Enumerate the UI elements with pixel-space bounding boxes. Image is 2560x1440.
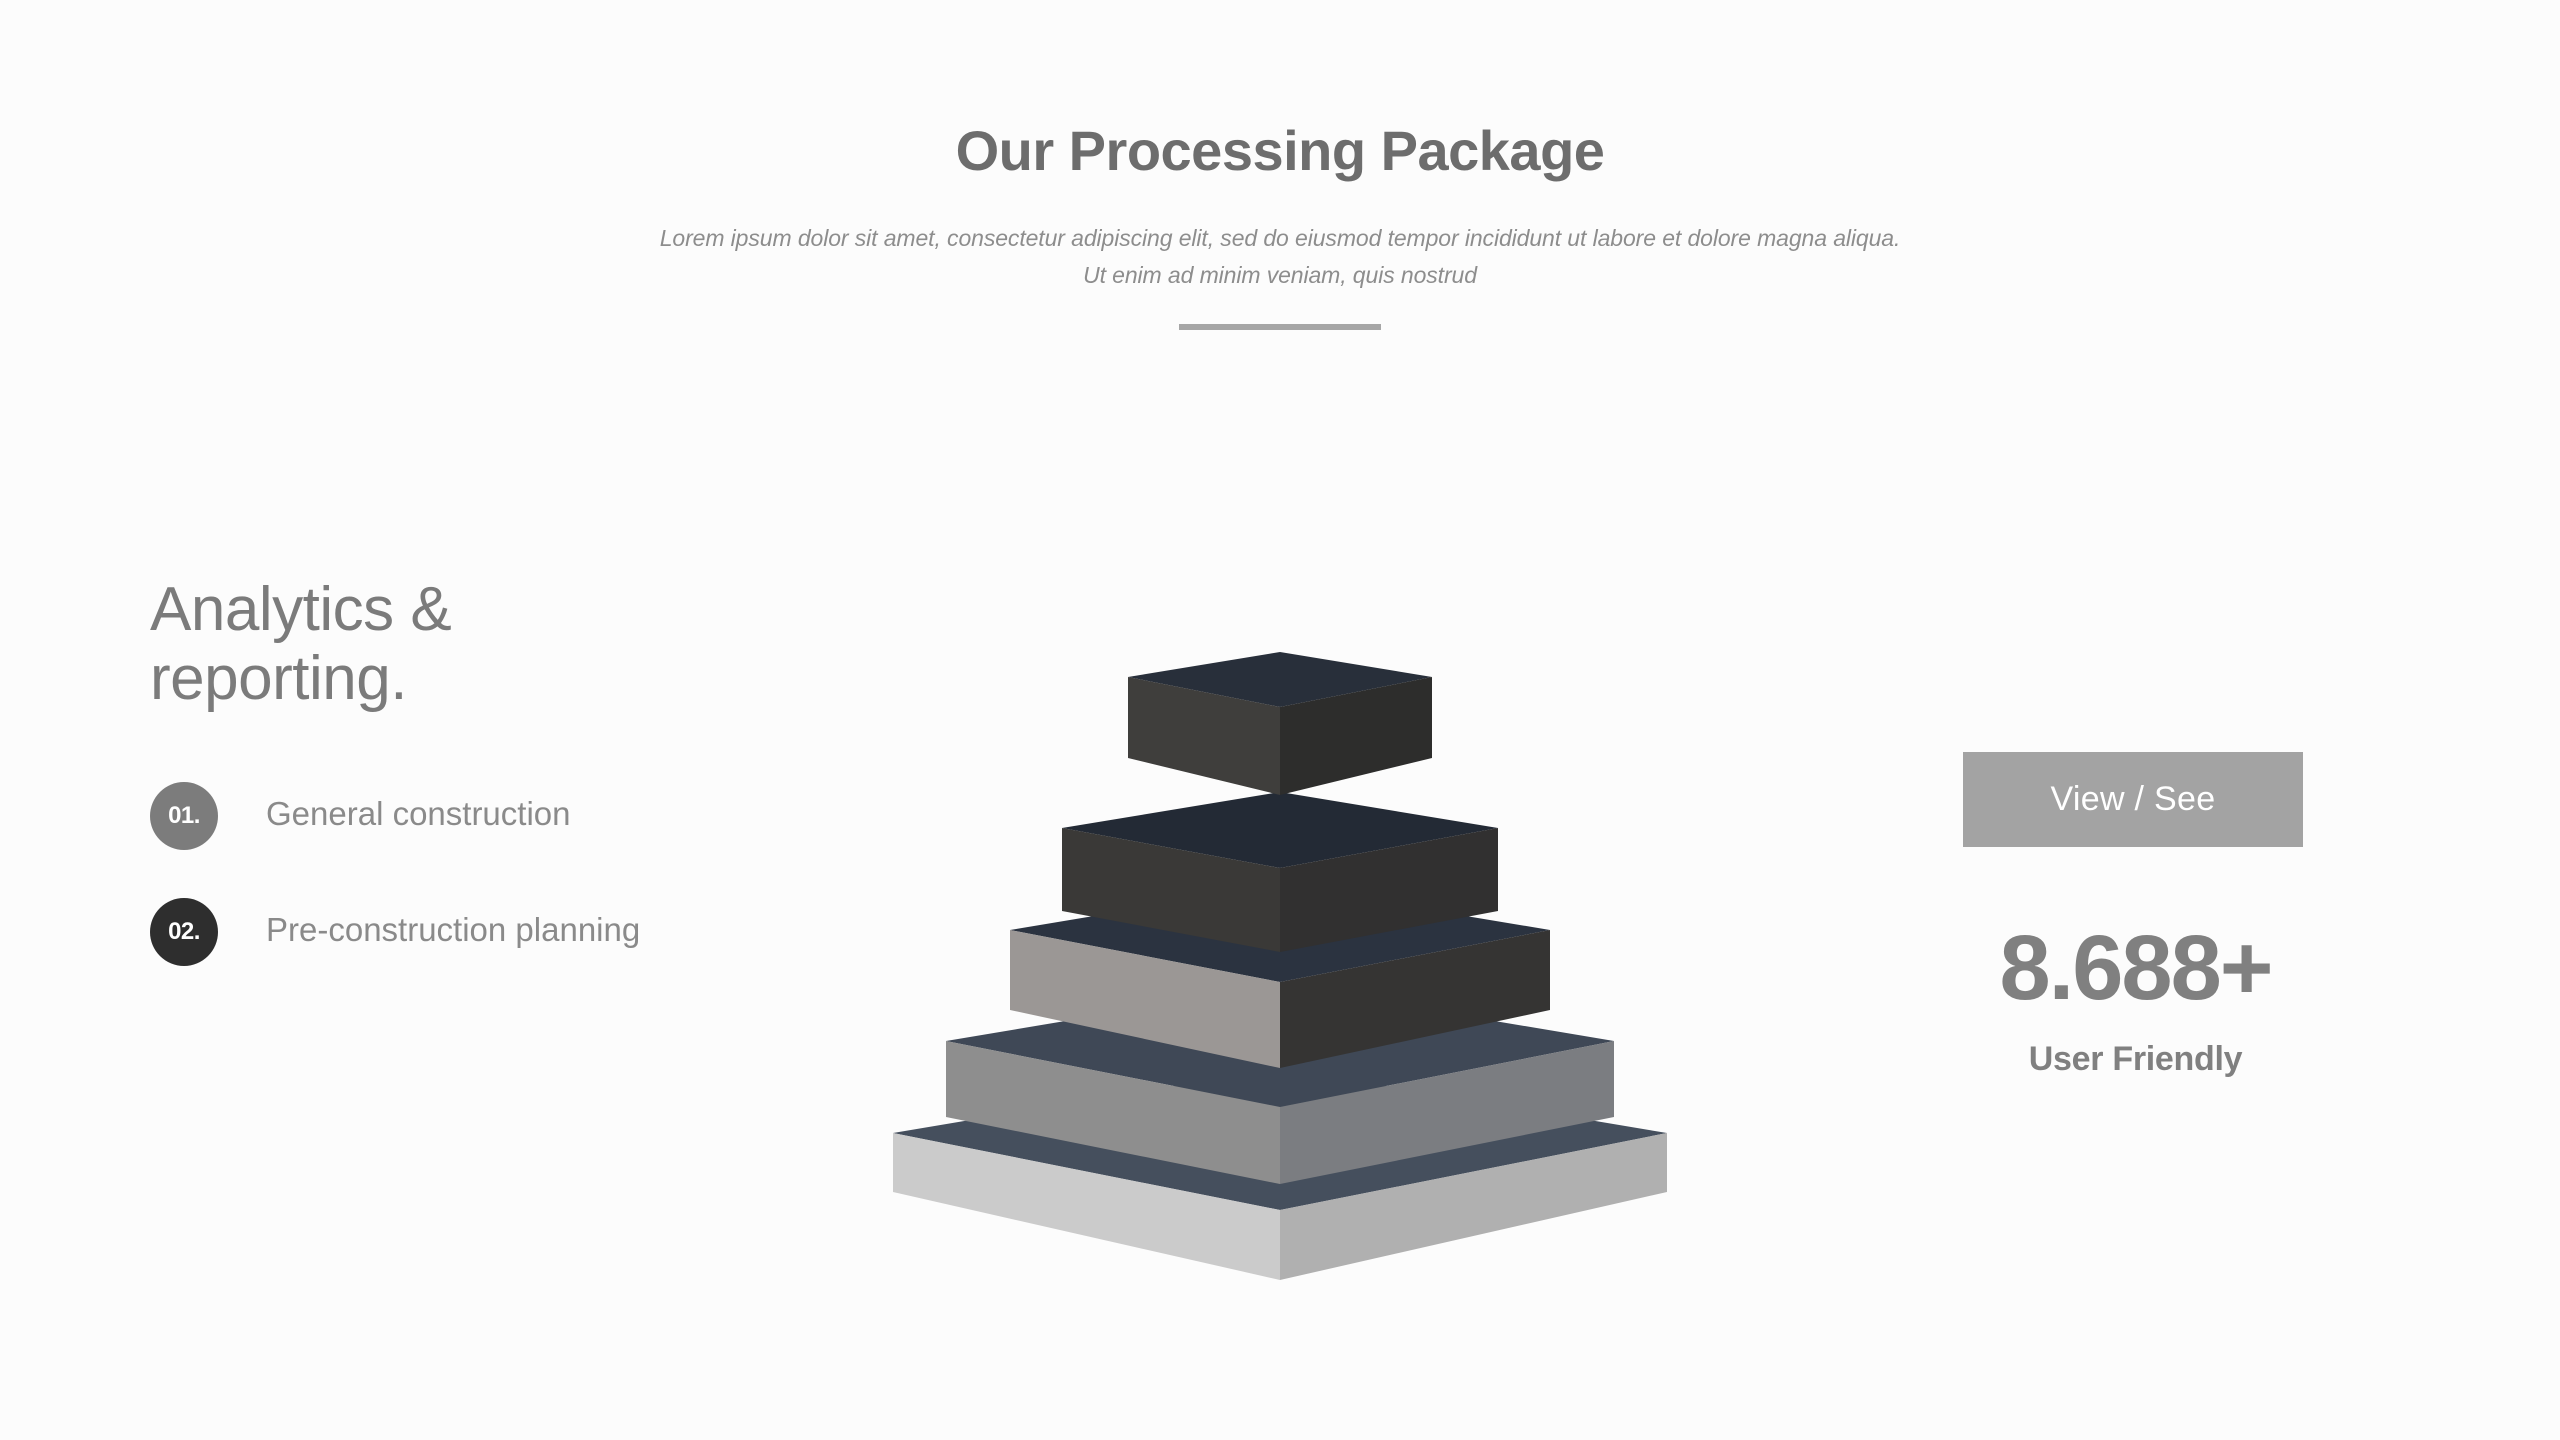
tier-base-right-face <box>1280 1133 1667 1280</box>
pyramid-tier-2 <box>1062 792 1498 952</box>
tier-4-right-face <box>1280 1041 1614 1184</box>
stat-label: User Friendly <box>2028 1040 2243 1078</box>
page-title: Our Processing Package <box>955 119 1605 182</box>
feature-number-badge: 02. <box>150 897 218 966</box>
tier-3-left-face <box>1010 930 1280 1068</box>
tier-base-left-face <box>893 1133 1280 1280</box>
feature-label: Pre-construction planning <box>266 910 641 948</box>
view-see-button[interactable]: View / See <box>1963 752 2303 847</box>
pyramid-svg <box>893 652 1667 1280</box>
list-item[interactable]: 02. Pre-construction planning <box>150 897 770 966</box>
page-header: Our Processing Package Lorem ipsum dolor… <box>0 119 2560 331</box>
tier-top-right-face <box>1280 677 1432 795</box>
right-column: View / See 8.688+ User Friendly <box>1963 752 2308 1079</box>
tier-2-right-face <box>1280 828 1498 952</box>
isometric-pyramid-graphic <box>880 470 1700 1300</box>
tier-top-top-face <box>1128 652 1432 707</box>
feature-label: General construction <box>266 794 571 832</box>
tier-2-left-face <box>1062 828 1280 952</box>
page-subtitle: Lorem ipsum dolor sit amet, consectetur … <box>659 224 1901 288</box>
tier-3-right-face <box>1280 930 1550 1068</box>
left-column: Analytics & reporting. 01. General const… <box>150 575 770 1014</box>
list-item[interactable]: 01. General construction <box>150 781 770 850</box>
tier-top-left-face <box>1128 677 1280 795</box>
title-divider <box>1179 324 1381 331</box>
pyramid-tier-top <box>1128 652 1432 795</box>
tier-4-left-face <box>946 1041 1280 1184</box>
left-heading: Analytics & reporting. <box>150 575 452 714</box>
feature-list: 01. General construction 02. Pre-constru… <box>150 781 770 966</box>
tier-2-top-face <box>1062 792 1498 868</box>
feature-number-badge: 01. <box>150 781 218 850</box>
stat-number: 8.688+ <box>1999 917 2274 1019</box>
